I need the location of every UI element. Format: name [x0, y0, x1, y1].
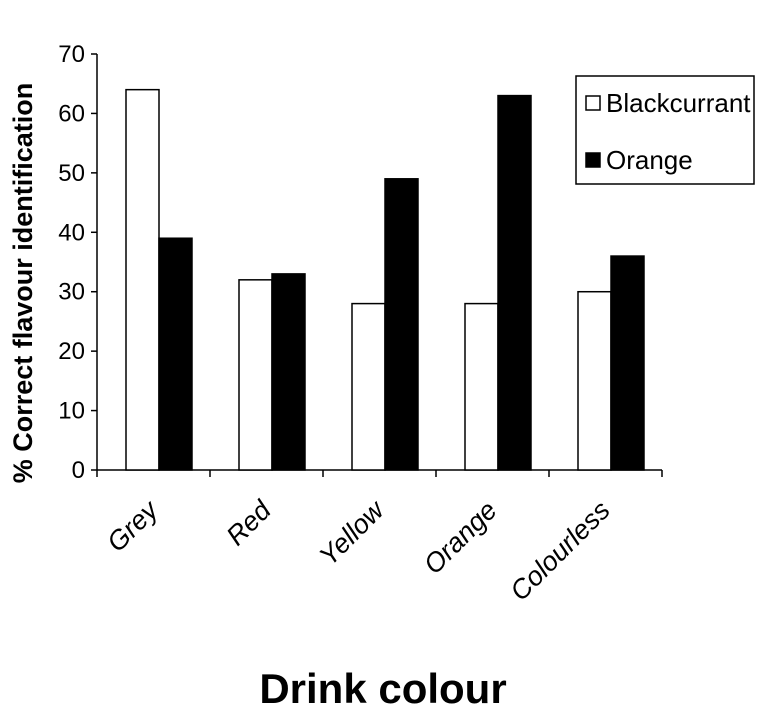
legend-box [575, 75, 755, 185]
y-axis-title: % Correct flavour identification [8, 83, 38, 484]
bar-orange-orange [497, 94, 532, 471]
x-tick-label: Red [221, 494, 278, 551]
y-tick-label: 70 [58, 41, 85, 68]
x-tick-label: Grey [101, 494, 165, 558]
y-tick-label: 0 [72, 457, 85, 484]
legend-swatch-orange [585, 152, 601, 168]
bar-blackcurrant-grey [125, 88, 160, 471]
bar-blackcurrant-yellow [351, 302, 386, 471]
legend-swatch-blackcurrant [585, 95, 601, 111]
x-tick-label: Colourless [504, 495, 615, 606]
x-tick-label: Orange [418, 495, 503, 580]
bar-blackcurrant-red [238, 279, 273, 471]
y-tick-label: 50 [58, 160, 85, 187]
legend-label-orange: Orange [606, 145, 693, 175]
bar-orange-red [271, 273, 306, 471]
y-tick-label: 30 [58, 279, 85, 306]
y-tick-label: 10 [58, 398, 85, 425]
legend-label-blackcurrant: Blackcurrant [606, 88, 751, 118]
plot-area: 0 10 20 30 40 50 60 70 Grey Red Yellow Orange Colour… [58, 41, 663, 606]
bar-orange-grey [158, 237, 193, 471]
y-tick-label: 20 [58, 338, 85, 365]
bar-blackcurrant-orange [464, 302, 499, 471]
bar-orange-colourless [610, 255, 645, 471]
y-tick-label: 60 [58, 100, 85, 127]
x-axis-title: Drink colour [259, 665, 506, 709]
y-tick-label: 40 [58, 219, 85, 246]
bar-blackcurrant-colourless [577, 290, 612, 471]
legend: Blackcurrant Orange [575, 75, 755, 185]
x-tick-label: Yellow [313, 494, 390, 571]
bar-orange-yellow [384, 178, 419, 471]
